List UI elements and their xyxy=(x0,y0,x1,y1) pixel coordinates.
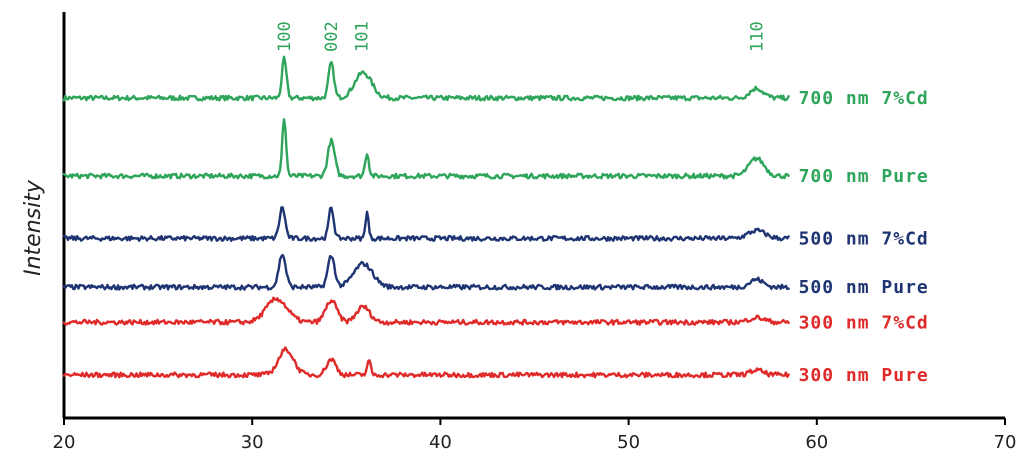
peak-label: 002 xyxy=(322,21,342,52)
y-axis-label: Intensity xyxy=(21,179,46,276)
x-tick-label: 30 xyxy=(241,432,264,453)
peak-labels: 100 002 101 110 xyxy=(275,21,767,52)
x-tick-label: 20 xyxy=(53,432,76,453)
series-line xyxy=(62,206,790,242)
x-ticks: 20 30 40 50 60 70 xyxy=(53,418,1017,453)
x-tick-label: 60 xyxy=(805,432,828,453)
series-line xyxy=(62,296,790,326)
series-line xyxy=(62,346,790,379)
peak-label: 100 xyxy=(275,21,295,52)
series-label: 300 nm Pure xyxy=(799,365,929,386)
series-label: 500 nm 7%Cd xyxy=(799,228,929,249)
x-tick-label: 50 xyxy=(617,432,640,453)
series-line xyxy=(62,118,790,180)
x-tick-label: 70 xyxy=(994,432,1017,453)
series-label: 700 nm 7%Cd xyxy=(799,88,929,109)
traces xyxy=(62,55,790,379)
series-label: 500 nm Pure xyxy=(799,277,929,298)
series-line xyxy=(62,253,790,291)
peak-label: 110 xyxy=(748,21,768,52)
series-label: 700 nm Pure xyxy=(799,166,929,187)
axes xyxy=(62,12,1005,420)
series-label: 300 nm 7%Cd xyxy=(799,312,929,333)
x-tick-label: 40 xyxy=(429,432,452,453)
series-line xyxy=(62,55,790,102)
peak-label: 101 xyxy=(352,21,372,52)
series-labels: 700 nm 7%Cd 700 nm Pure 500 nm 7%Cd 500 nm … xyxy=(799,88,929,386)
